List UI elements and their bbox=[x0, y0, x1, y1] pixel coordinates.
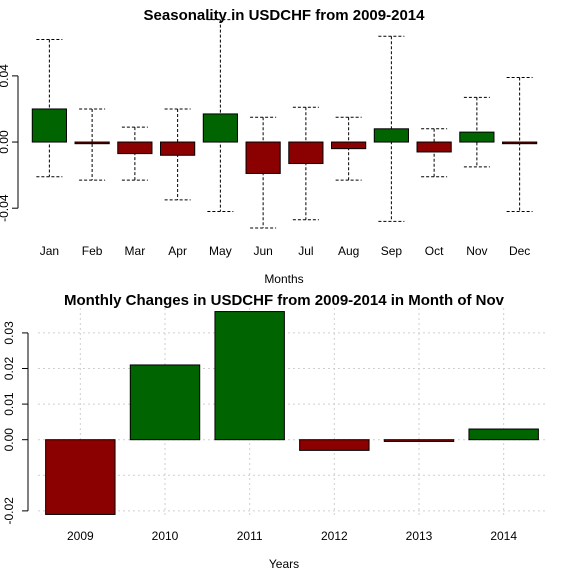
bar-apr bbox=[160, 141, 196, 156]
x-tick-label: Oct bbox=[425, 244, 444, 258]
y-tick-label: 0.03 bbox=[2, 321, 16, 345]
bar-oct bbox=[416, 141, 452, 153]
x-tick-label: Nov bbox=[466, 244, 487, 258]
y-tick-label: -0.02 bbox=[2, 497, 16, 525]
bar-2011 bbox=[214, 311, 285, 441]
bar-jan bbox=[31, 108, 67, 143]
monthly-changes-chart: Monthly Changes in USDCHF from 2009-2014… bbox=[2, 292, 546, 571]
bar-feb bbox=[74, 141, 110, 145]
y-tick-label: 0.00 bbox=[2, 428, 16, 452]
x-tick-label: Dec bbox=[509, 244, 530, 258]
x-tick-label: 2012 bbox=[321, 529, 348, 543]
x-axis-label: Years bbox=[269, 557, 299, 571]
x-tick-label: Jan bbox=[40, 244, 59, 258]
x-tick-label: Jun bbox=[253, 244, 272, 258]
bar-aug bbox=[331, 141, 367, 150]
x-tick-label: 2010 bbox=[152, 529, 179, 543]
x-tick-label: Mar bbox=[125, 244, 146, 258]
x-tick-label: 2014 bbox=[490, 529, 517, 543]
bar-mar bbox=[117, 141, 153, 155]
bar-may bbox=[202, 113, 238, 143]
x-tick-label: Jul bbox=[298, 244, 313, 258]
x-tick-label: Aug bbox=[338, 244, 359, 258]
x-tick-label: Apr bbox=[168, 244, 187, 258]
bar-jun bbox=[245, 141, 281, 174]
bar-2010 bbox=[129, 364, 201, 441]
y-tick-label: 0.01 bbox=[2, 392, 16, 416]
bar-2012 bbox=[299, 439, 370, 451]
y-tick-label: -0.04 bbox=[0, 194, 11, 222]
x-tick-label: 2013 bbox=[406, 529, 433, 543]
chart-title: Monthly Changes in USDCHF from 2009-2014… bbox=[64, 292, 505, 309]
x-tick-label: Feb bbox=[82, 244, 103, 258]
bar-2009 bbox=[45, 439, 116, 515]
x-tick-label: 2011 bbox=[237, 529, 263, 543]
bar-nov bbox=[459, 131, 495, 143]
bar-sep bbox=[373, 128, 409, 143]
x-tick-label: 2009 bbox=[67, 529, 94, 543]
bar-dec bbox=[502, 141, 538, 145]
y-tick-label: 0.04 bbox=[0, 64, 11, 88]
y-tick-label: 0.02 bbox=[2, 357, 16, 381]
seasonality-chart: Seasonality in USDCHF from 2009-2014 -0.0… bbox=[0, 7, 538, 286]
y-tick-label: 0.00 bbox=[0, 130, 11, 154]
bar-jul bbox=[288, 141, 324, 165]
chart-title: Seasonality in USDCHF from 2009-2014 bbox=[144, 7, 426, 24]
x-tick-label: Sep bbox=[381, 244, 403, 258]
x-axis-label: Months bbox=[264, 272, 303, 286]
bar-2013 bbox=[383, 439, 455, 442]
x-tick-label: May bbox=[209, 244, 232, 258]
bar-2014 bbox=[468, 428, 539, 441]
